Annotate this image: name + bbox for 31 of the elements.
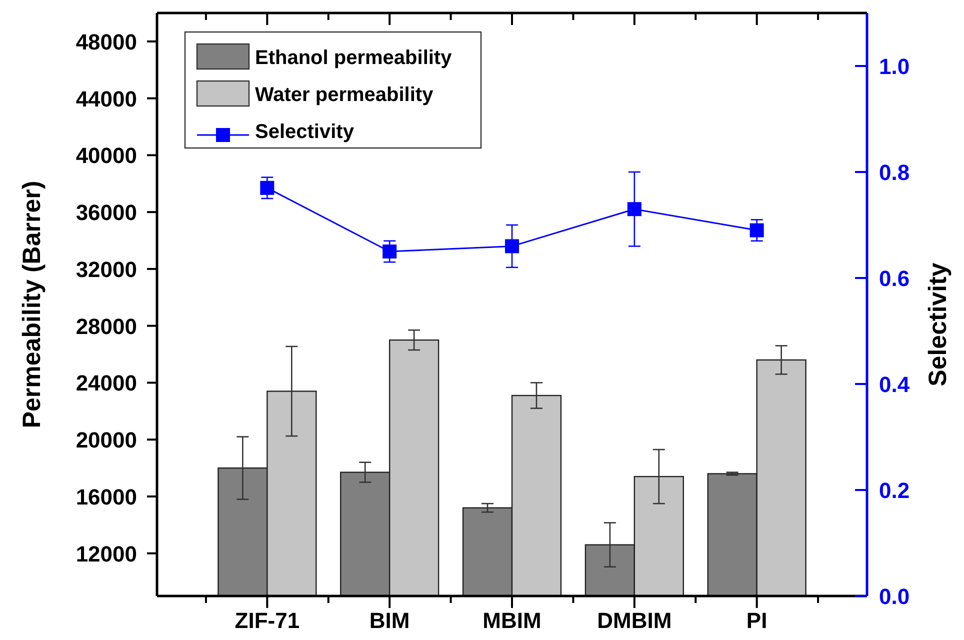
y2-tick-label: 0.2 (879, 478, 910, 503)
y-tick-label: 32000 (76, 256, 137, 282)
x-tick-label: PI (746, 608, 768, 633)
point (382, 244, 397, 258)
point (627, 202, 642, 216)
y-tick-label: 28000 (76, 314, 137, 339)
x-tick-label: ZIF-71 (234, 608, 300, 633)
y-tick-label: 36000 (76, 200, 137, 226)
y-tick-label: 44000 (76, 86, 137, 112)
point (505, 239, 519, 254)
legend-label: Water permeability (255, 84, 434, 106)
point (260, 180, 274, 195)
y2-tick-label: 0.4 (879, 372, 910, 397)
y-tick-label: 20000 (76, 428, 137, 453)
y-tick-label: 24000 (76, 370, 137, 396)
y2-tick-label: 0.6 (879, 266, 910, 291)
y-tick-label: 48000 (76, 29, 137, 54)
y2-tick-label: 1.0 (879, 54, 910, 79)
y-tick-label: 12000 (76, 541, 137, 566)
legend-label: Selectivity (255, 121, 355, 143)
y2-tick-label: 0.8 (879, 160, 910, 185)
legend-label: Ethanol permeability (255, 47, 453, 69)
x-tick-label: DMBIM (597, 608, 672, 633)
y-tick-label: 40000 (76, 143, 137, 168)
x-tick-label: BIM (369, 608, 410, 633)
x-tick-label: MBIM (482, 608, 542, 633)
y2-tick-label: 0.0 (879, 584, 910, 609)
y2-axis-title: Selectivity (924, 262, 952, 386)
y-axis-title: Permeability (Barrer) (18, 180, 46, 428)
y-tick-label: 16000 (76, 484, 137, 510)
point (750, 223, 764, 238)
